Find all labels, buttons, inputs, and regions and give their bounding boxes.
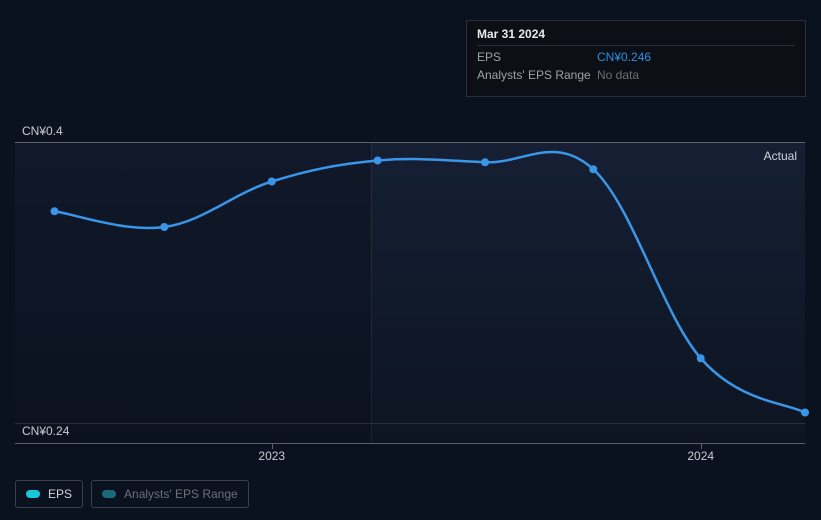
y-axis-min-gridline — [15, 423, 805, 424]
eps-data-point[interactable] — [374, 157, 382, 165]
tooltip-row-label: Analysts' EPS Range — [477, 68, 597, 82]
tooltip-row-value: CN¥0.246 — [597, 50, 651, 64]
legend-label: EPS — [48, 487, 72, 501]
y-axis-max-label: CN¥0.4 — [22, 124, 63, 138]
tooltip-row-value: No data — [597, 68, 639, 82]
tooltip-row: Analysts' EPS RangeNo data — [477, 64, 795, 82]
eps-line — [55, 152, 806, 413]
tooltip-rows: EPSCN¥0.246Analysts' EPS RangeNo data — [477, 46, 795, 82]
data-tooltip: Mar 31 2024 EPSCN¥0.246Analysts' EPS Ran… — [466, 20, 806, 97]
x-axis-line — [15, 443, 805, 444]
eps-data-point[interactable] — [481, 158, 489, 166]
chart-svg — [15, 143, 805, 443]
legend-label: Analysts' EPS Range — [124, 487, 238, 501]
eps-data-point[interactable] — [589, 165, 597, 173]
eps-data-point[interactable] — [268, 178, 276, 186]
eps-data-point[interactable] — [801, 409, 809, 417]
tooltip-row: EPSCN¥0.246 — [477, 46, 795, 64]
legend-swatch-icon — [26, 490, 40, 498]
chart-container: Mar 31 2024 EPSCN¥0.246Analysts' EPS Ran… — [0, 0, 821, 520]
eps-data-point[interactable] — [51, 207, 59, 215]
chart-legend: EPS Analysts' EPS Range — [15, 480, 249, 508]
eps-markers — [51, 157, 810, 417]
chart-plot-area[interactable]: Actual — [15, 142, 805, 442]
x-axis-label: 2024 — [687, 449, 714, 463]
x-axis-label: 2023 — [258, 449, 285, 463]
tooltip-row-label: EPS — [477, 50, 597, 64]
legend-item[interactable]: Analysts' EPS Range — [91, 480, 249, 508]
legend-item[interactable]: EPS — [15, 480, 83, 508]
tooltip-date: Mar 31 2024 — [477, 27, 795, 46]
legend-swatch-icon — [102, 490, 116, 498]
eps-data-point[interactable] — [160, 223, 168, 231]
y-axis-min-label: CN¥0.24 — [22, 424, 69, 438]
eps-data-point[interactable] — [697, 354, 705, 362]
